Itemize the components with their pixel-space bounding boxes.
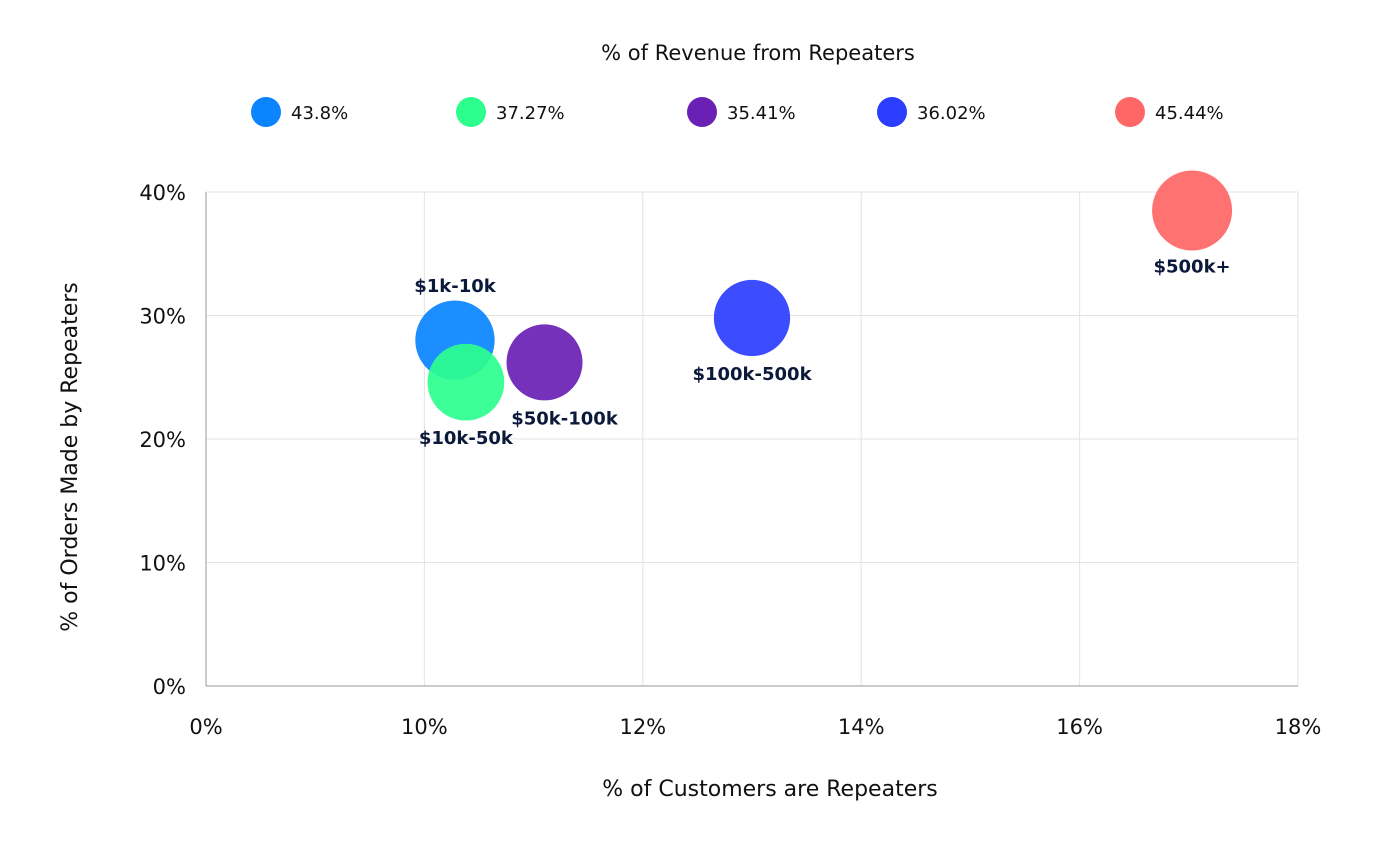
y-tick-label: 0% xyxy=(153,675,186,699)
x-axis-title: % of Customers are Repeaters xyxy=(602,777,937,802)
y-tick-label: 20% xyxy=(139,428,186,452)
legend-label: 36.02% xyxy=(917,103,986,124)
y-axis-title: % of Orders Made by Repeaters xyxy=(58,282,83,632)
bubble xyxy=(713,279,791,357)
y-tick-label: 30% xyxy=(139,305,186,329)
bubble-label: $500k+ xyxy=(1153,257,1230,278)
legend-swatch xyxy=(1115,97,1145,127)
bubble xyxy=(506,324,583,401)
x-tick-label: 10% xyxy=(401,715,448,739)
bubble-label: $1k-10k xyxy=(414,276,497,297)
x-tick-label: 12% xyxy=(619,715,666,739)
y-tick-label: 10% xyxy=(139,552,186,576)
legend-swatch xyxy=(251,97,281,127)
legend-label: 43.8% xyxy=(291,103,348,124)
axes: 0% 10% 12% 14% 16% 18% 0% 10% 20% 30% 40% xyxy=(139,181,1321,739)
bubble-label: $10k-50k xyxy=(419,428,514,449)
x-tick-label: 14% xyxy=(838,715,885,739)
x-tick-label: 18% xyxy=(1275,715,1322,739)
y-tick-label: 40% xyxy=(139,181,186,205)
legend: 43.8% 37.27% 35.41% 36.02% 45.44% xyxy=(251,97,1224,127)
legend-swatch xyxy=(877,97,907,127)
bubble-label: $50k-100k xyxy=(511,408,619,429)
bubble xyxy=(427,343,505,421)
legend-swatch xyxy=(456,97,486,127)
legend-label: 35.41% xyxy=(727,103,796,124)
x-tick-label: 16% xyxy=(1056,715,1103,739)
x-tick-label: 0% xyxy=(189,715,222,739)
grid xyxy=(206,191,1299,686)
legend-title: % of Revenue from Repeaters xyxy=(601,41,915,65)
legend-label: 45.44% xyxy=(1155,103,1224,124)
bubbles: $1k-10k $10k-50k$50k-100k $100k-500k $500k+ xyxy=(414,170,1233,449)
legend-label: 37.27% xyxy=(496,103,565,124)
legend-swatch xyxy=(687,97,717,127)
bubble xyxy=(1152,170,1233,251)
bubble-label: $100k-500k xyxy=(692,364,812,385)
